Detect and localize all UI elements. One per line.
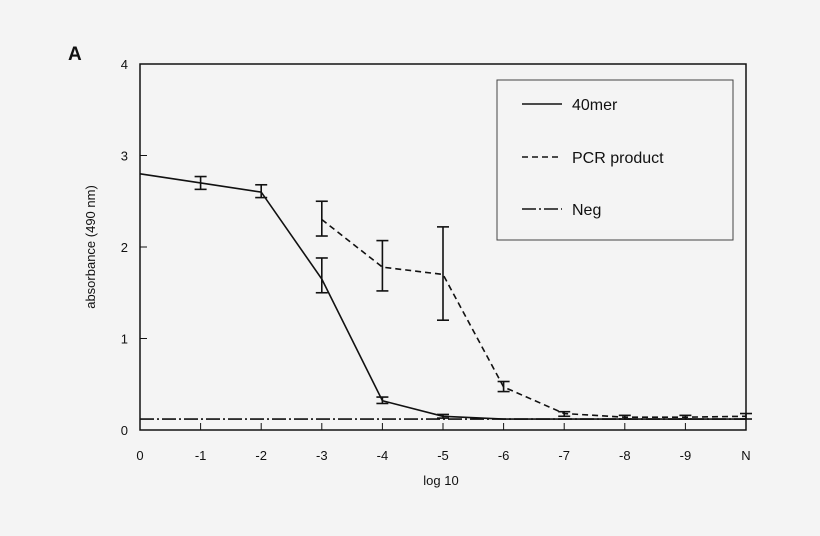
y-tick-label: 3 <box>121 149 128 164</box>
x-tick-label: N <box>741 448 750 463</box>
y-tick-label: 1 <box>121 332 128 347</box>
error-bar <box>316 201 328 236</box>
x-tick-label: -4 <box>377 448 389 463</box>
x-tick-label: -2 <box>255 448 267 463</box>
x-tick-label: -9 <box>680 448 692 463</box>
error-bar <box>498 382 510 392</box>
legend-label-neg: Neg <box>572 202 601 219</box>
x-tick-label: -5 <box>437 448 449 463</box>
error-bar <box>558 412 570 417</box>
x-tick-label: -3 <box>316 448 328 463</box>
series-line-pcr-product <box>322 220 746 418</box>
error-bar <box>376 241 388 291</box>
x-axis-label: log 10 <box>423 473 458 488</box>
x-tick-label: -6 <box>498 448 510 463</box>
legend-label-pcr: PCR product <box>572 150 664 167</box>
x-tick-label: -7 <box>558 448 570 463</box>
legend: 40mer PCR product Neg <box>497 80 733 240</box>
x-tick-label: 0 <box>136 448 143 463</box>
error-bar <box>740 414 752 419</box>
y-tick-label: 4 <box>121 57 128 72</box>
y-axis-label: absorbance (490 nm) <box>83 185 98 309</box>
panel-label: A <box>68 44 82 65</box>
x-tick-label: -1 <box>195 448 207 463</box>
y-tick-label: 2 <box>121 240 128 255</box>
x-tick-label: -8 <box>619 448 631 463</box>
y-tick-label: 0 <box>121 423 128 438</box>
legend-label-40mer: 40mer <box>572 97 618 114</box>
